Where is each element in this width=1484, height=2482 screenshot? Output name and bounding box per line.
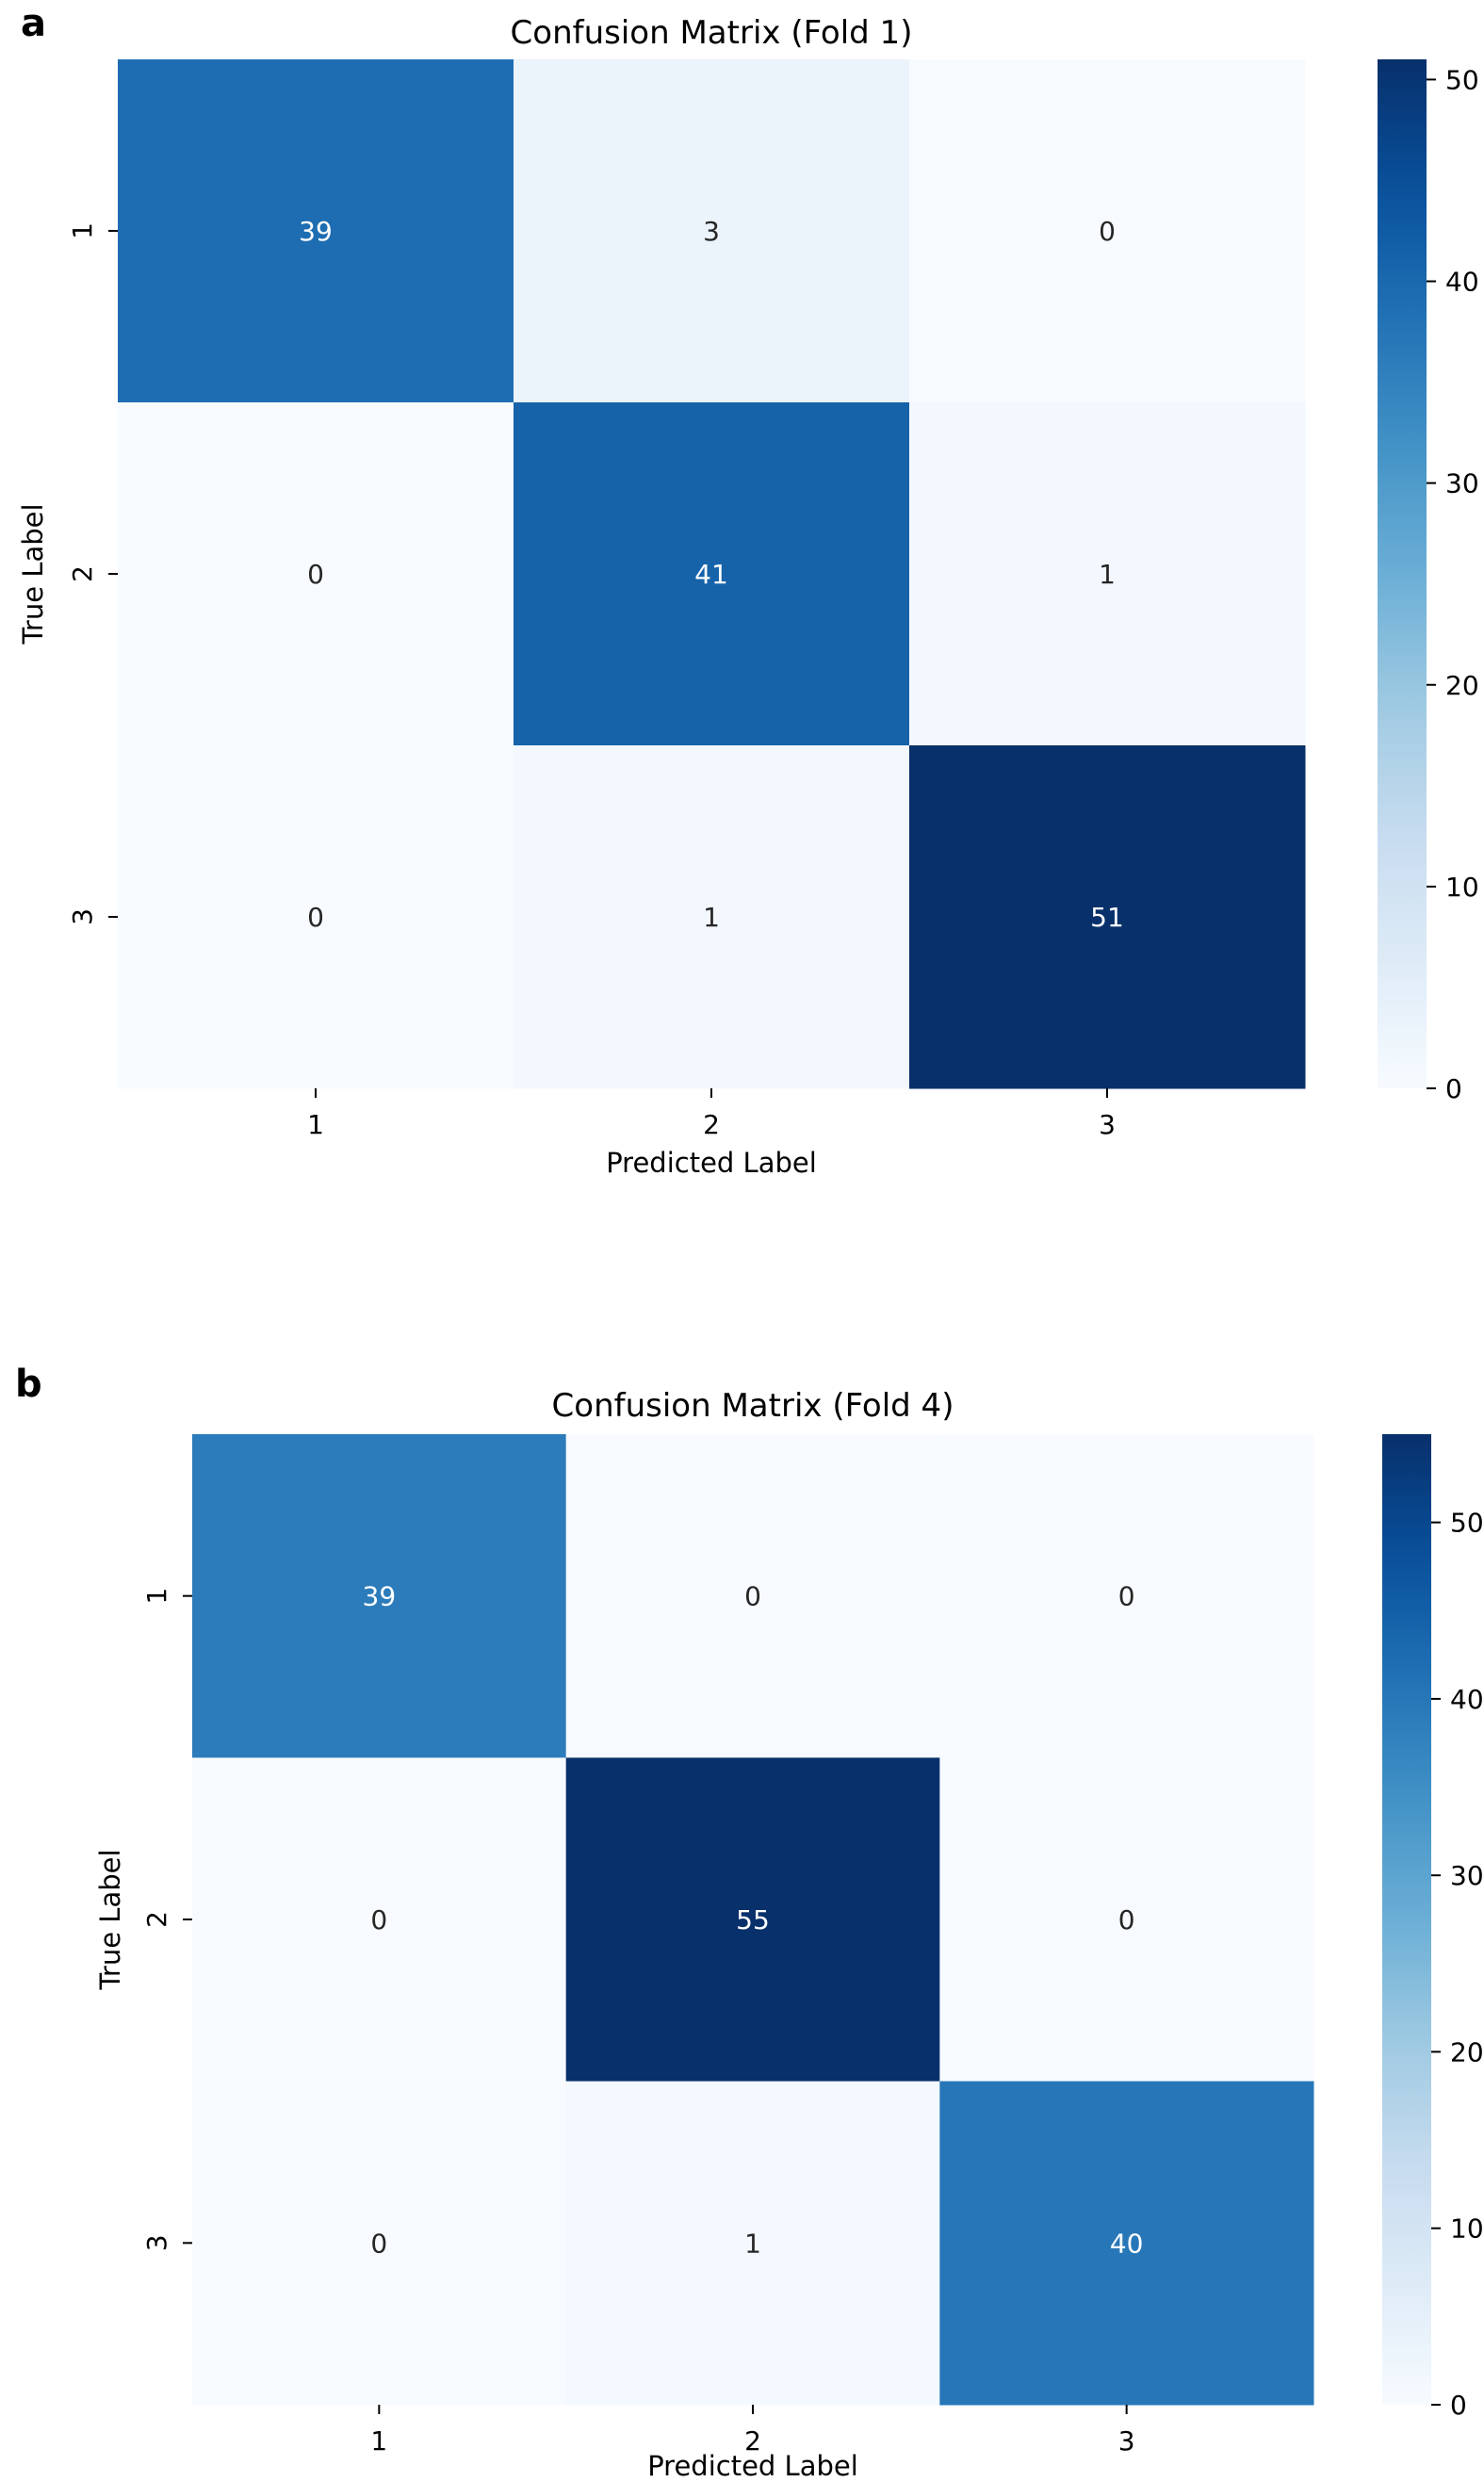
colorbar-tick-label: 40 [1450, 1684, 1484, 1715]
x-tick-label: 1 [307, 1109, 324, 1140]
heatmap-cell [909, 745, 1306, 1089]
colorbar-tick-label: 0 [1450, 2390, 1467, 2421]
colorbar-tick-label: 40 [1445, 267, 1479, 298]
chart-title: Confusion Matrix (Fold 1) [511, 14, 913, 52]
panel-a-confusion-matrix: a Confusion Matrix (Fold 1)39 3 00 41 10 1 511 2… [17, 2, 1479, 1179]
cell-value-label: 0 [370, 1904, 387, 1935]
heatmap-cell [565, 1757, 940, 2082]
y-tick-label: 1 [67, 222, 98, 239]
heatmap-cell [939, 1757, 1314, 2082]
heatmap-cell [939, 1434, 1314, 1758]
cell-value-label: 40 [1110, 2228, 1144, 2259]
heatmap-cell [565, 2081, 940, 2406]
colorbar-tick-label: 10 [1450, 2213, 1484, 2245]
colorbar-tick-label: 30 [1450, 1860, 1484, 1891]
x-tick-label: 1 [370, 2425, 387, 2457]
cell-value-label: 0 [1099, 216, 1116, 247]
cell-value-label: 0 [1118, 1904, 1135, 1935]
x-axis-label: Predicted Label [606, 1147, 817, 1179]
heatmap-cell [192, 2081, 567, 2406]
cell-value-label: 39 [299, 216, 333, 247]
heatmap-cell [565, 1434, 940, 1758]
cell-value-label: 0 [1118, 1581, 1135, 1612]
cell-value-label: 0 [744, 1581, 761, 1612]
panel-label: b [15, 1363, 42, 1406]
heatmap-cell [192, 1757, 567, 2082]
heatmap-cell [118, 59, 514, 403]
heatmap-cell [514, 402, 910, 746]
heatmap-cell [118, 402, 514, 746]
cell-value-label: 1 [703, 902, 720, 933]
chart-title: Confusion Matrix (Fold 4) [552, 1387, 954, 1425]
cell-value-label: 0 [370, 2228, 387, 2259]
colorbar [1382, 1434, 1431, 2405]
cell-value-label: 51 [1090, 902, 1124, 933]
heatmap-cell [909, 59, 1306, 403]
x-tick-label: 3 [1099, 1109, 1116, 1140]
colorbar-tick-label: 30 [1445, 468, 1479, 499]
heatmap-cell [118, 745, 514, 1089]
colorbar-tick-label: 50 [1445, 64, 1479, 95]
x-tick-label: 2 [744, 2425, 761, 2457]
colorbar-tick-label: 20 [1445, 670, 1479, 701]
colorbar-tick-label: 50 [1450, 1508, 1484, 1539]
colorbar-tick-label: 0 [1445, 1073, 1462, 1104]
heatmap-cell [514, 59, 910, 403]
y-tick-label: 3 [141, 2234, 172, 2251]
heatmap-cell [909, 402, 1306, 746]
y-tick-label: 3 [67, 908, 98, 925]
x-axis-label: Predicted Label [647, 2450, 858, 2482]
cell-value-label: 41 [694, 559, 728, 590]
cell-value-label: 1 [744, 2228, 761, 2259]
colorbar-tick-label: 20 [1450, 2036, 1484, 2067]
panel-b-confusion-matrix: b Confusion Matrix (Fold 4) 39 0 0 0 55 0 0 1 40 1 2… [15, 1363, 1484, 2482]
y-tick-label: 1 [141, 1588, 172, 1605]
y-axis-label: True Label [17, 503, 49, 645]
heatmap-cell [514, 745, 910, 1089]
cell-value-label: 0 [307, 902, 324, 933]
heatmap-cell [192, 1434, 567, 1758]
heatmap-cell [939, 2081, 1314, 2406]
cell-value-label: 3 [703, 216, 720, 247]
cell-value-label: 1 [1099, 559, 1116, 590]
y-tick-label: 2 [67, 565, 98, 582]
y-axis-label: True Label [94, 1849, 126, 1990]
cell-value-label: 55 [736, 1904, 770, 1935]
x-tick-label: 3 [1118, 2425, 1135, 2457]
colorbar [1378, 59, 1427, 1088]
y-tick-label: 2 [141, 1911, 172, 1928]
cell-value-label: 0 [307, 559, 324, 590]
colorbar-tick-label: 10 [1445, 872, 1479, 903]
panel-label: a [21, 2, 46, 45]
x-tick-label: 2 [703, 1109, 720, 1140]
cell-value-label: 39 [363, 1581, 397, 1612]
